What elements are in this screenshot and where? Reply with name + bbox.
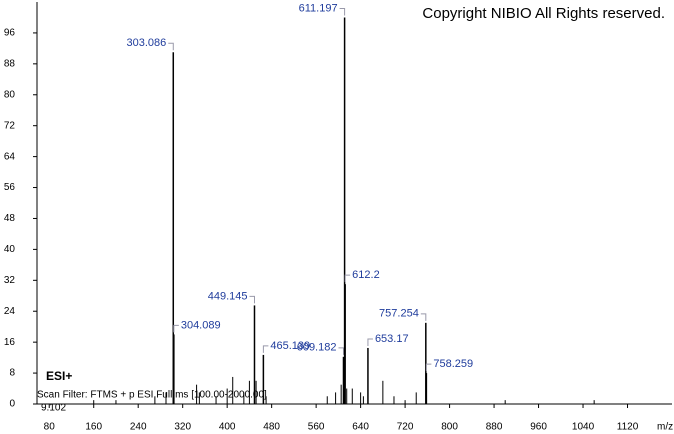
x-tick-label: 720 <box>397 422 414 433</box>
x-tick-label: 240 <box>130 422 147 433</box>
x-tick-label: 560 <box>308 422 325 433</box>
peak-label: 612.2 <box>352 269 380 281</box>
y-tick-label: 48 <box>4 213 16 224</box>
y-tick-label: 72 <box>4 120 16 131</box>
label-bracket <box>168 42 174 51</box>
y-tick-label: 40 <box>4 244 16 255</box>
y-tick-label: 16 <box>4 337 16 348</box>
peak-label: 465.139 <box>270 340 310 352</box>
label-bracket <box>420 313 427 321</box>
x-axis-label: m/z <box>657 422 673 433</box>
ionization-label: ESI+ <box>46 369 72 383</box>
y-tick-label: 0 <box>9 399 15 410</box>
label-bracket <box>339 7 346 16</box>
peak-label: 304.089 <box>181 319 221 331</box>
chart-title: Copyright NIBIO All Rights reserved. <box>422 5 665 22</box>
label-bracket <box>367 338 373 346</box>
scan-filter: Scan Filter: FTMS + p ESI Full ms [100.0… <box>37 390 267 401</box>
y-tick-label: 96 <box>4 28 16 39</box>
peak-label: 449.145 <box>208 290 248 302</box>
x-tick-label: 800 <box>441 422 458 433</box>
label-bracket <box>173 324 179 333</box>
peak-label: 757.254 <box>379 308 419 320</box>
x-tick-label: 320 <box>174 422 191 433</box>
peak-label: 303.086 <box>127 37 167 49</box>
x-tick-label: 640 <box>352 422 369 433</box>
x-tick-label: 400 <box>219 422 236 433</box>
retention-time: 9.102 <box>41 403 66 414</box>
x-tick-label: 480 <box>263 422 280 433</box>
label-bracket <box>344 274 351 283</box>
label-bracket <box>425 363 432 372</box>
peak-label: 609.182 <box>297 342 337 354</box>
x-tick-label: 80 <box>44 422 56 433</box>
peak-label: 611.197 <box>299 2 338 14</box>
x-tick-label: 960 <box>530 422 547 433</box>
y-tick-label: 24 <box>4 306 16 317</box>
x-tick-label: 1040 <box>572 422 595 433</box>
y-tick-label: 80 <box>4 89 16 100</box>
x-tick-label: 160 <box>85 422 102 433</box>
label-bracket <box>249 295 255 304</box>
peak-label: 758.259 <box>433 358 473 370</box>
y-tick-label: 56 <box>4 182 16 193</box>
label-bracket <box>338 347 344 355</box>
label-bracket <box>262 345 269 353</box>
x-tick-label: 1120 <box>617 422 639 433</box>
peak-label: 653.17 <box>375 333 409 345</box>
y-tick-label: 8 <box>9 368 15 379</box>
y-tick-label: 64 <box>4 151 16 162</box>
y-tick-label: 88 <box>4 58 16 69</box>
x-tick-label: 880 <box>486 422 503 433</box>
y-tick-label: 32 <box>4 275 16 286</box>
